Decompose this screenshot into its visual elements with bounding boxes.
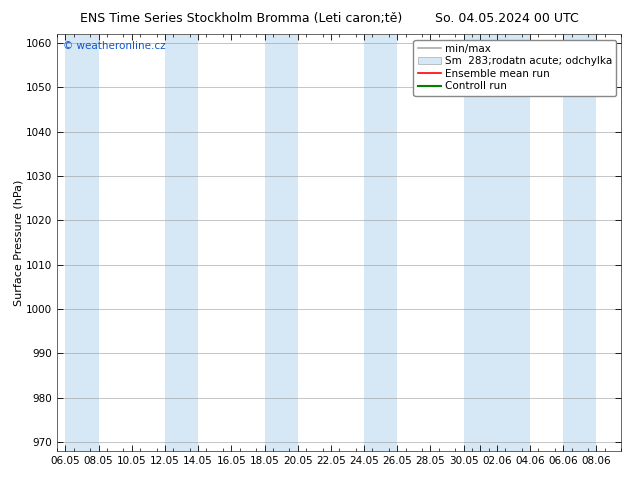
Text: © weatheronline.cz: © weatheronline.cz bbox=[63, 41, 165, 50]
Legend: min/max, Sm  283;rodatn acute; odchylka, Ensemble mean run, Controll run: min/max, Sm 283;rodatn acute; odchylka, … bbox=[413, 40, 616, 96]
Bar bbox=[463, 34, 497, 451]
Bar bbox=[264, 34, 298, 451]
Y-axis label: Surface Pressure (hPa): Surface Pressure (hPa) bbox=[13, 179, 23, 306]
Bar bbox=[165, 34, 198, 451]
Bar bbox=[497, 34, 530, 451]
Bar bbox=[563, 34, 597, 451]
Text: ENS Time Series Stockholm Bromma (Leti caron;tě): ENS Time Series Stockholm Bromma (Leti c… bbox=[80, 12, 402, 25]
Bar bbox=[364, 34, 398, 451]
Bar bbox=[65, 34, 98, 451]
Text: So. 04.05.2024 00 UTC: So. 04.05.2024 00 UTC bbox=[436, 12, 579, 25]
